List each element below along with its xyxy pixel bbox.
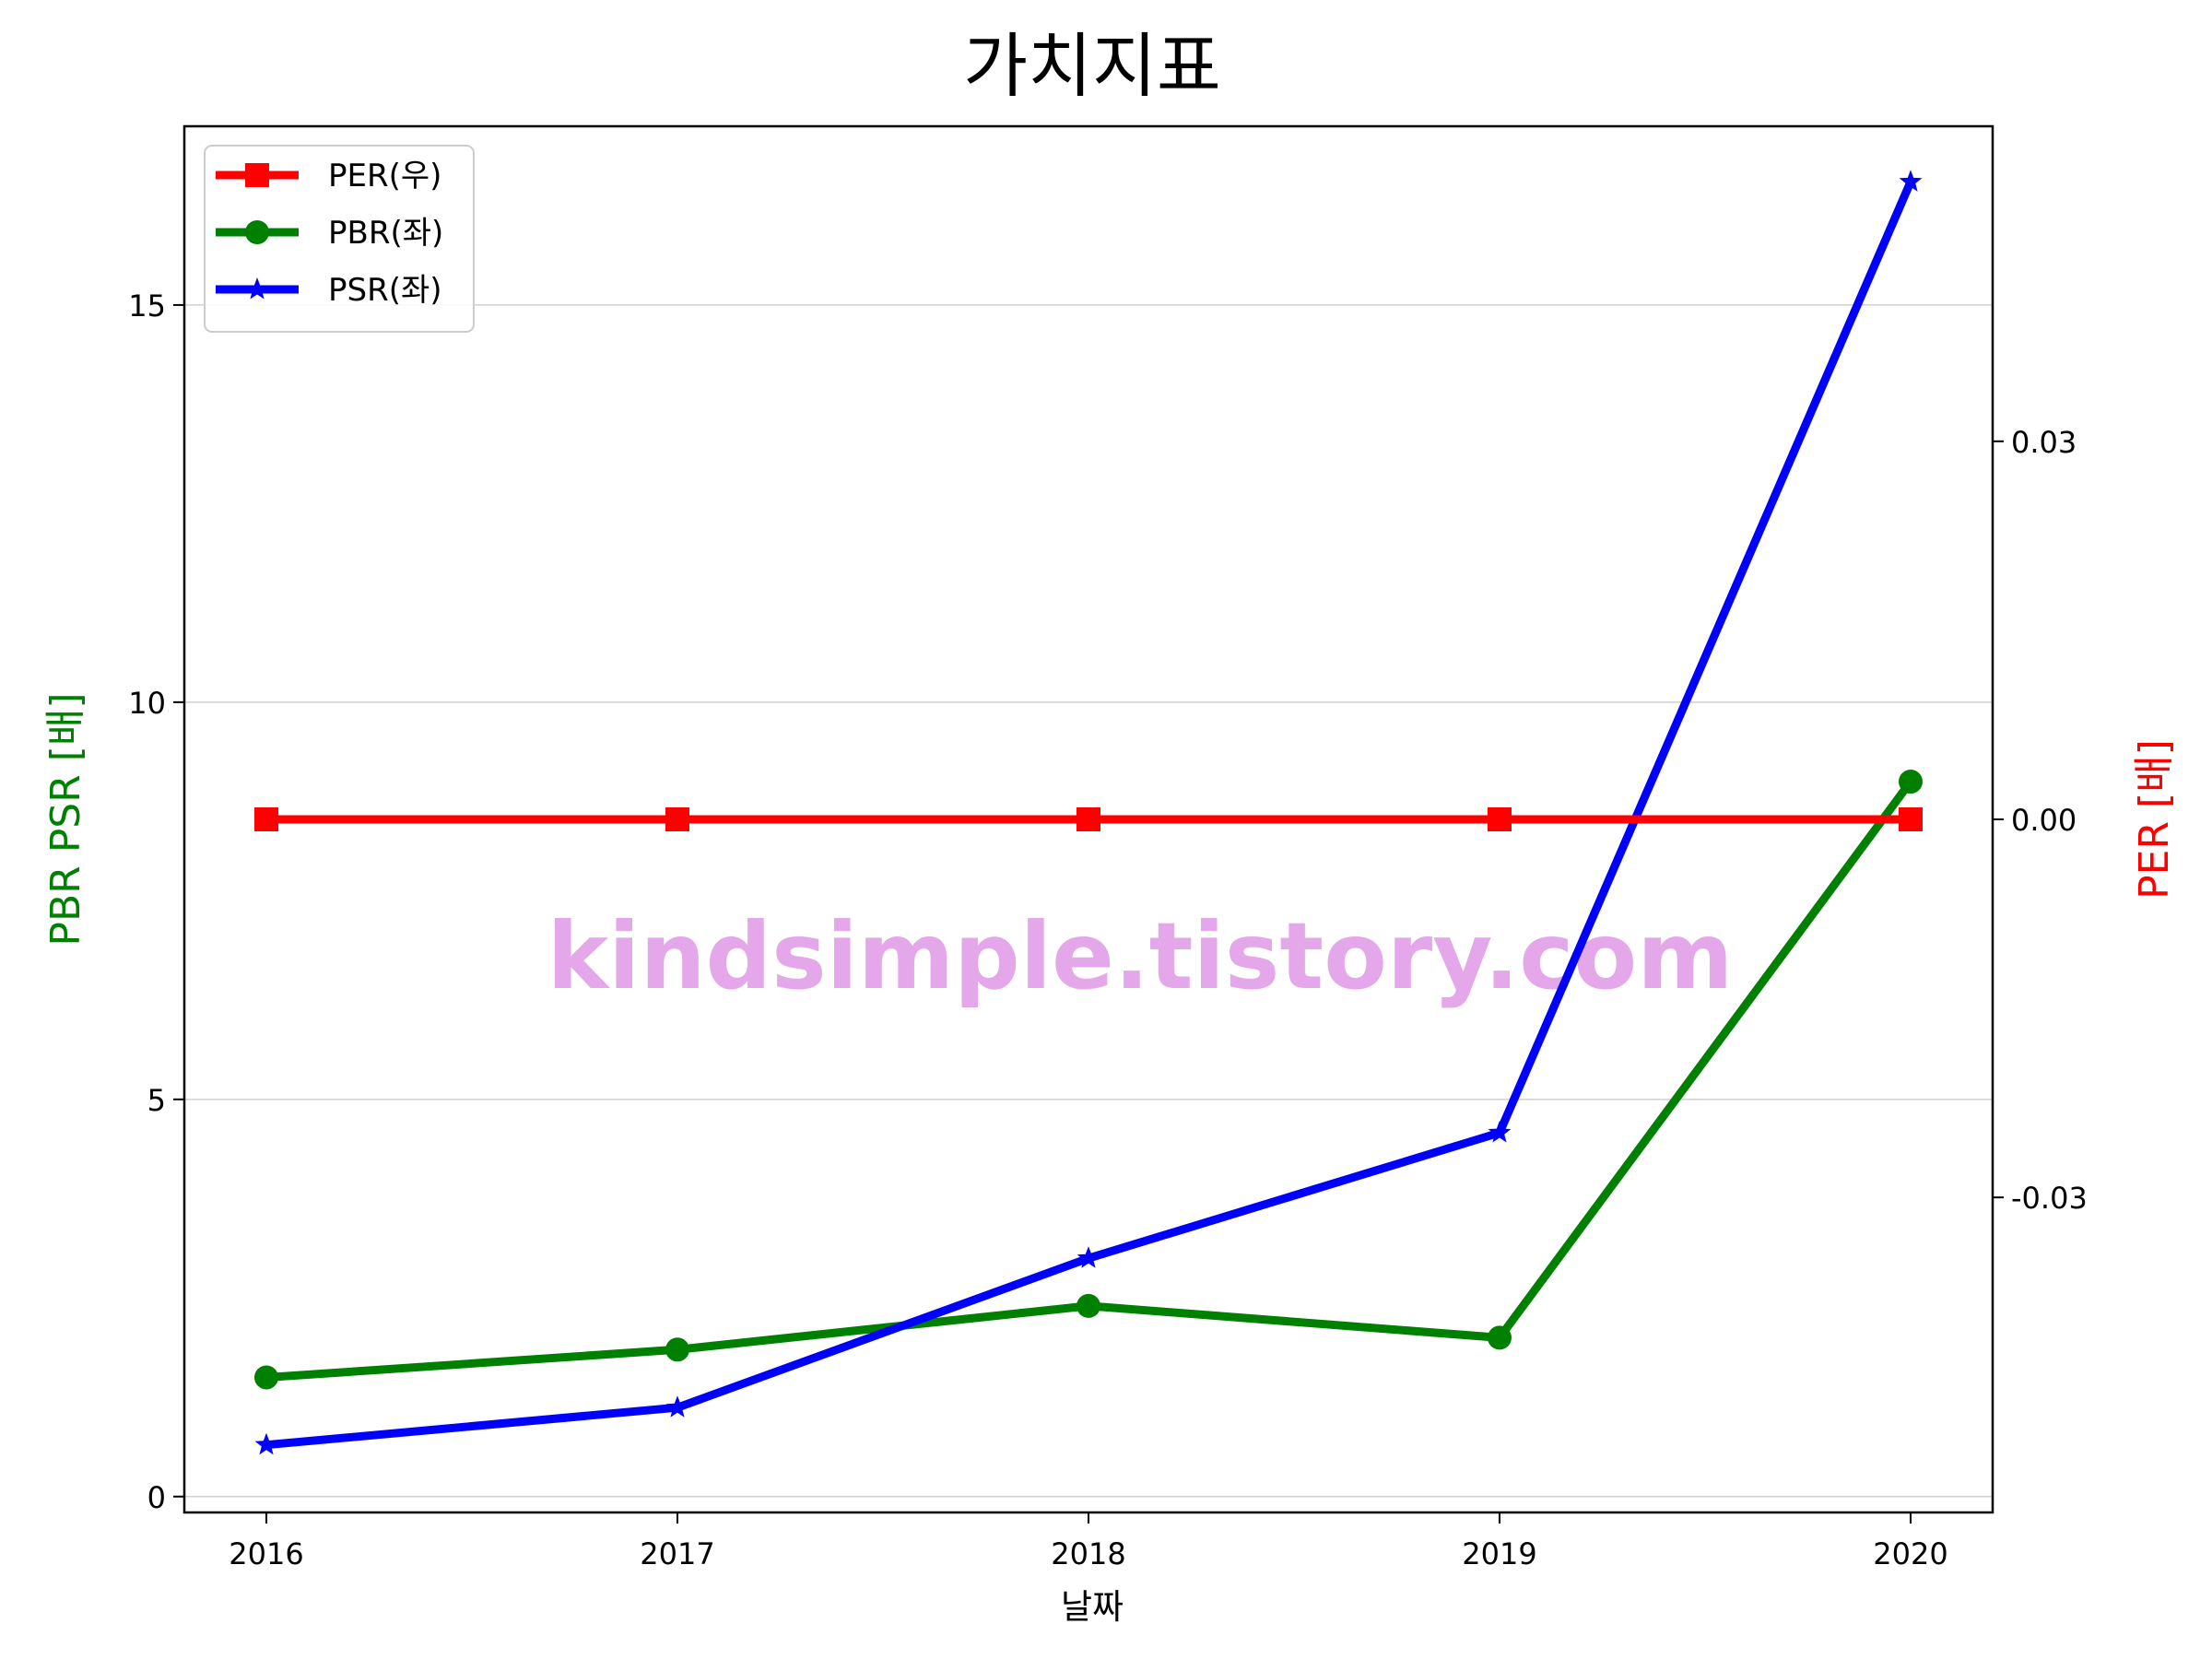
data-point-pbr <box>1899 770 1923 794</box>
data-point-psr <box>254 1432 278 1455</box>
legend-label-psr: PSR(좌) <box>328 272 442 309</box>
chart-title: 가치지표 <box>963 25 1221 107</box>
legend: PER(우) PBR(좌) PSR(좌) <box>204 145 475 333</box>
right-tick-label: 0.03 <box>2011 425 2077 460</box>
left-y-axis: 0 5 10 15 <box>128 288 184 1515</box>
data-point-per <box>254 807 278 831</box>
data-point-per <box>1899 807 1923 831</box>
series-per <box>254 807 1923 831</box>
legend-marker-pbr <box>245 220 269 244</box>
left-tick-label: 10 <box>128 686 166 721</box>
x-tick-label: 2017 <box>640 1536 714 1571</box>
series-pbr <box>254 770 1923 1390</box>
data-point-psr <box>1488 1121 1512 1143</box>
right-y-axis: -0.03 0.00 0.03 <box>1993 425 2088 1216</box>
legend-marker-per <box>245 163 269 187</box>
left-y-axis-label: PBR PSR [배] <box>42 692 89 946</box>
legend-label-pbr: PBR(좌) <box>328 215 443 252</box>
data-point-psr <box>1077 1246 1100 1268</box>
x-tick-label: 2020 <box>1873 1536 1947 1571</box>
data-point-pbr <box>665 1337 689 1362</box>
data-point-psr <box>665 1395 689 1418</box>
data-point-psr <box>1899 170 1923 192</box>
x-tick-label: 2016 <box>229 1536 303 1571</box>
data-point-pbr <box>1488 1325 1512 1350</box>
right-tick-label: 0.00 <box>2011 803 2077 838</box>
x-tick-label: 2018 <box>1051 1536 1125 1571</box>
legend-marker-psr <box>245 277 269 300</box>
left-tick-label: 15 <box>128 288 166 324</box>
right-tick-label: -0.03 <box>2011 1181 2088 1216</box>
gridlines <box>184 304 1993 1498</box>
x-tick-label: 2019 <box>1462 1536 1536 1571</box>
left-tick-label: 0 <box>147 1480 166 1515</box>
data-point-per <box>665 807 689 831</box>
x-axis-label: 날짜 <box>1061 1587 1124 1627</box>
data-point-pbr <box>1077 1293 1100 1318</box>
series-layer <box>254 170 1923 1455</box>
data-point-per <box>1077 807 1100 831</box>
watermark: kindsimple.tistory.com <box>547 902 1734 1010</box>
data-point-pbr <box>254 1365 278 1390</box>
right-y-axis-label: PER [배] <box>2131 739 2178 900</box>
legend-label-per: PER(우) <box>328 158 441 194</box>
plot-frame <box>182 124 1994 1514</box>
left-tick-label: 5 <box>147 1083 166 1118</box>
x-axis: 2016 2017 2018 2019 2020 <box>229 1512 1948 1571</box>
data-point-per <box>1488 807 1512 831</box>
